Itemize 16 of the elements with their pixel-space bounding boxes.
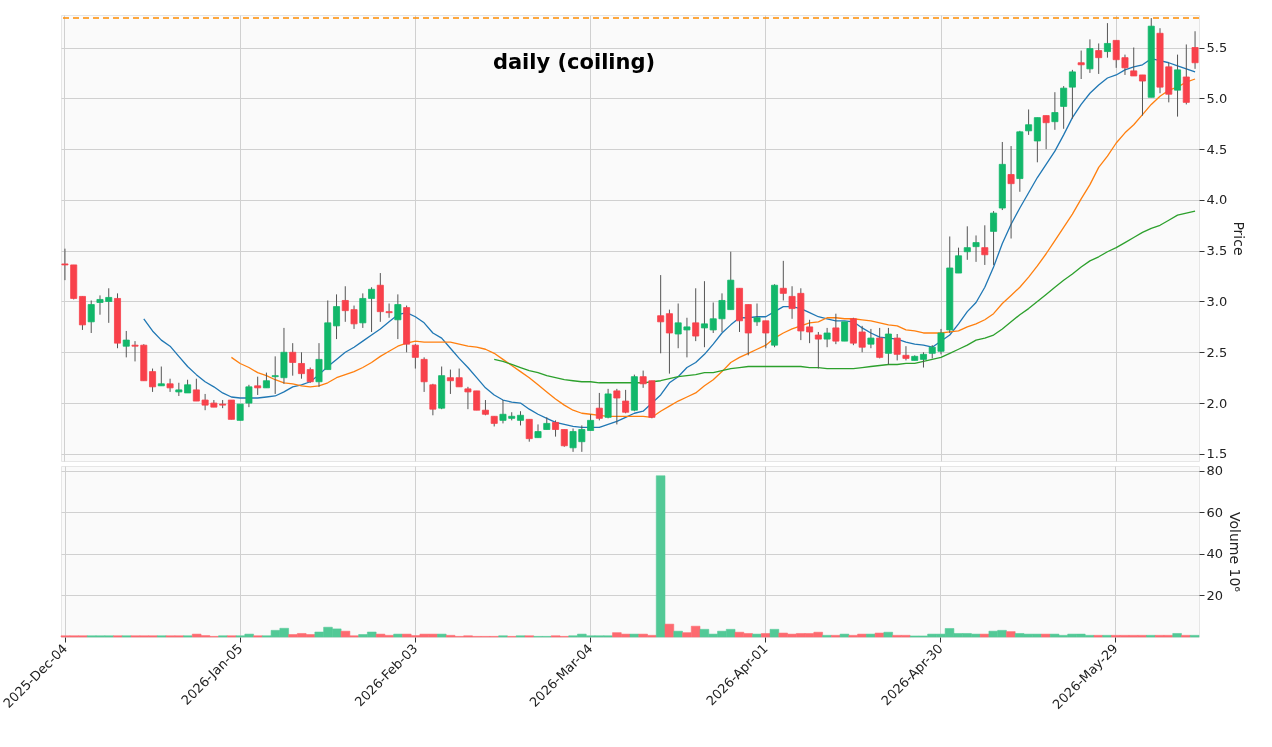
- y-tick-label: 80: [1206, 463, 1224, 479]
- y-tick-label: 60: [1206, 504, 1224, 520]
- y-tick-label: 2.0: [1206, 395, 1228, 411]
- y-axis-title: Price: [1231, 221, 1248, 256]
- y-tick-label: 20: [1206, 588, 1224, 603]
- y-tick-label: 4.5: [1206, 141, 1228, 157]
- text: daily (coiling): [492, 50, 656, 74]
- y-tick-label: 5.0: [1206, 90, 1228, 106]
- y-tick-label: 3.0: [1206, 294, 1228, 309]
- y-tick-label: 3.5: [1206, 243, 1228, 259]
- y-tick-label: 4.0: [1206, 192, 1228, 208]
- y-tick-label: 2.5: [1206, 344, 1228, 360]
- y-tick-label: 1.5: [1206, 446, 1228, 462]
- y-tick-label: 5.5: [1206, 40, 1228, 56]
- y-axis-title: Volume 10⁶: [1227, 512, 1244, 593]
- y-tick-label: 40: [1206, 546, 1224, 562]
